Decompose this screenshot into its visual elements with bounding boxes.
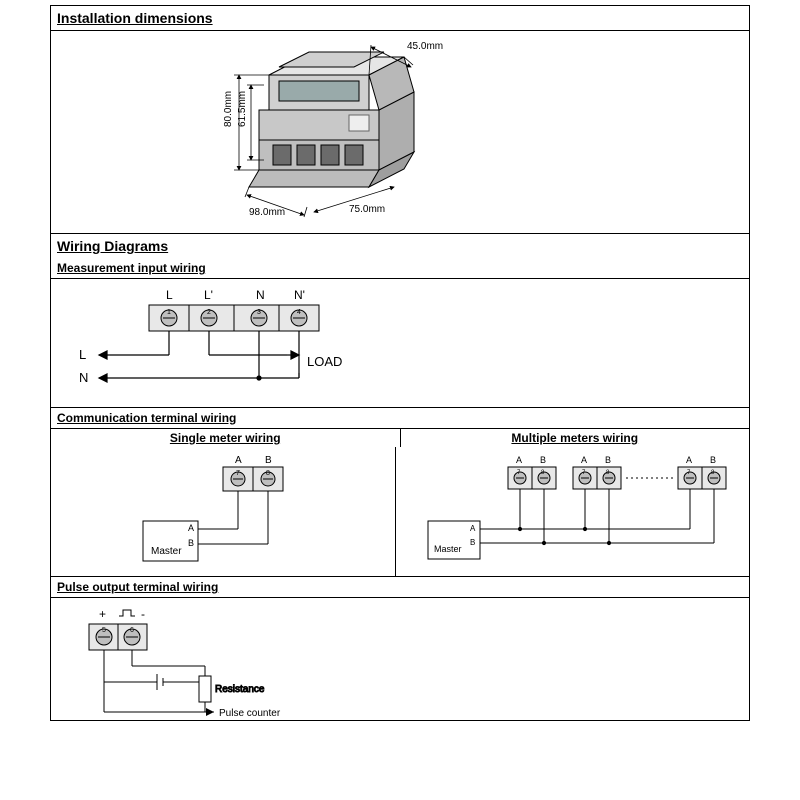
svg-text:N': N' [294, 288, 305, 302]
svg-text:B: B [605, 455, 611, 465]
svg-text:+: + [99, 607, 106, 621]
comm-title: Communication terminal wiring [50, 408, 750, 429]
svg-text:6: 6 [130, 627, 134, 634]
svg-text:B: B [710, 455, 716, 465]
svg-text:A: A [235, 455, 242, 466]
svg-text:A: A [686, 455, 692, 465]
measurement-body: L L' N N' 1 2 3 4 [50, 279, 750, 408]
svg-text:N: N [79, 370, 88, 385]
install-body: 45.0mm 80.0mm 61.5mm 98.0mm 75.0mm [50, 30, 750, 234]
svg-text:L: L [166, 288, 173, 302]
svg-text:B: B [265, 455, 272, 466]
pulse-svg: + - 5 6 Resistance [59, 602, 439, 720]
pulse-body: + - 5 6 Resistance [50, 598, 750, 721]
svg-text:Pulse counter: Pulse counter [219, 708, 281, 719]
svg-text:4: 4 [297, 309, 301, 316]
svg-text:Master: Master [151, 546, 182, 557]
svg-text:LOAD: LOAD [307, 354, 342, 369]
single-svg: A B 7 8 Master A B [53, 449, 393, 574]
svg-text:A: A [516, 455, 522, 465]
comm-body: A B 7 8 Master A B [50, 447, 750, 577]
svg-text:3: 3 [257, 309, 261, 316]
svg-text:B: B [540, 455, 546, 465]
comm-split-head: Single meter wiring Multiple meters wiri… [50, 429, 750, 447]
svg-text:2: 2 [207, 309, 211, 316]
measurement-svg: L L' N N' 1 2 3 4 [59, 283, 439, 403]
install-title: Installation dimensions [50, 5, 750, 30]
pulse-title: Pulse output terminal wiring [50, 577, 750, 598]
svg-text:5: 5 [102, 627, 106, 634]
svg-text:B: B [470, 538, 475, 547]
svg-text:N: N [256, 288, 265, 302]
multi-svg: AB AB AB 78 78 78 Master A B [398, 449, 748, 574]
multi-title: Multiple meters wiring [401, 429, 750, 447]
svg-text:Resistance: Resistance [215, 684, 265, 695]
dim-depth: 98.0mm [249, 207, 285, 218]
svg-text:7: 7 [236, 470, 240, 477]
measurement-title: Measurement input wiring [50, 258, 750, 279]
single-title: Single meter wiring [51, 429, 401, 447]
svg-text:1: 1 [167, 309, 171, 316]
install-drawing: 45.0mm 80.0mm 61.5mm 98.0mm 75.0mm [139, 37, 469, 222]
svg-text:L: L [79, 347, 86, 362]
svg-text:A: A [581, 455, 587, 465]
wiring-title: Wiring Diagrams [50, 234, 750, 258]
dim-top: 45.0mm [407, 41, 443, 52]
svg-text:-: - [141, 607, 145, 621]
svg-text:A: A [470, 524, 476, 533]
svg-text:Master: Master [434, 544, 462, 554]
svg-text:L': L' [204, 288, 213, 302]
dim-h-outer: 80.0mm [223, 91, 234, 127]
dim-h-inner: 61.5mm [237, 91, 248, 127]
dim-width: 75.0mm [349, 204, 385, 215]
svg-text:8: 8 [266, 470, 270, 477]
svg-text:A: A [188, 523, 194, 533]
svg-text:B: B [188, 538, 194, 548]
